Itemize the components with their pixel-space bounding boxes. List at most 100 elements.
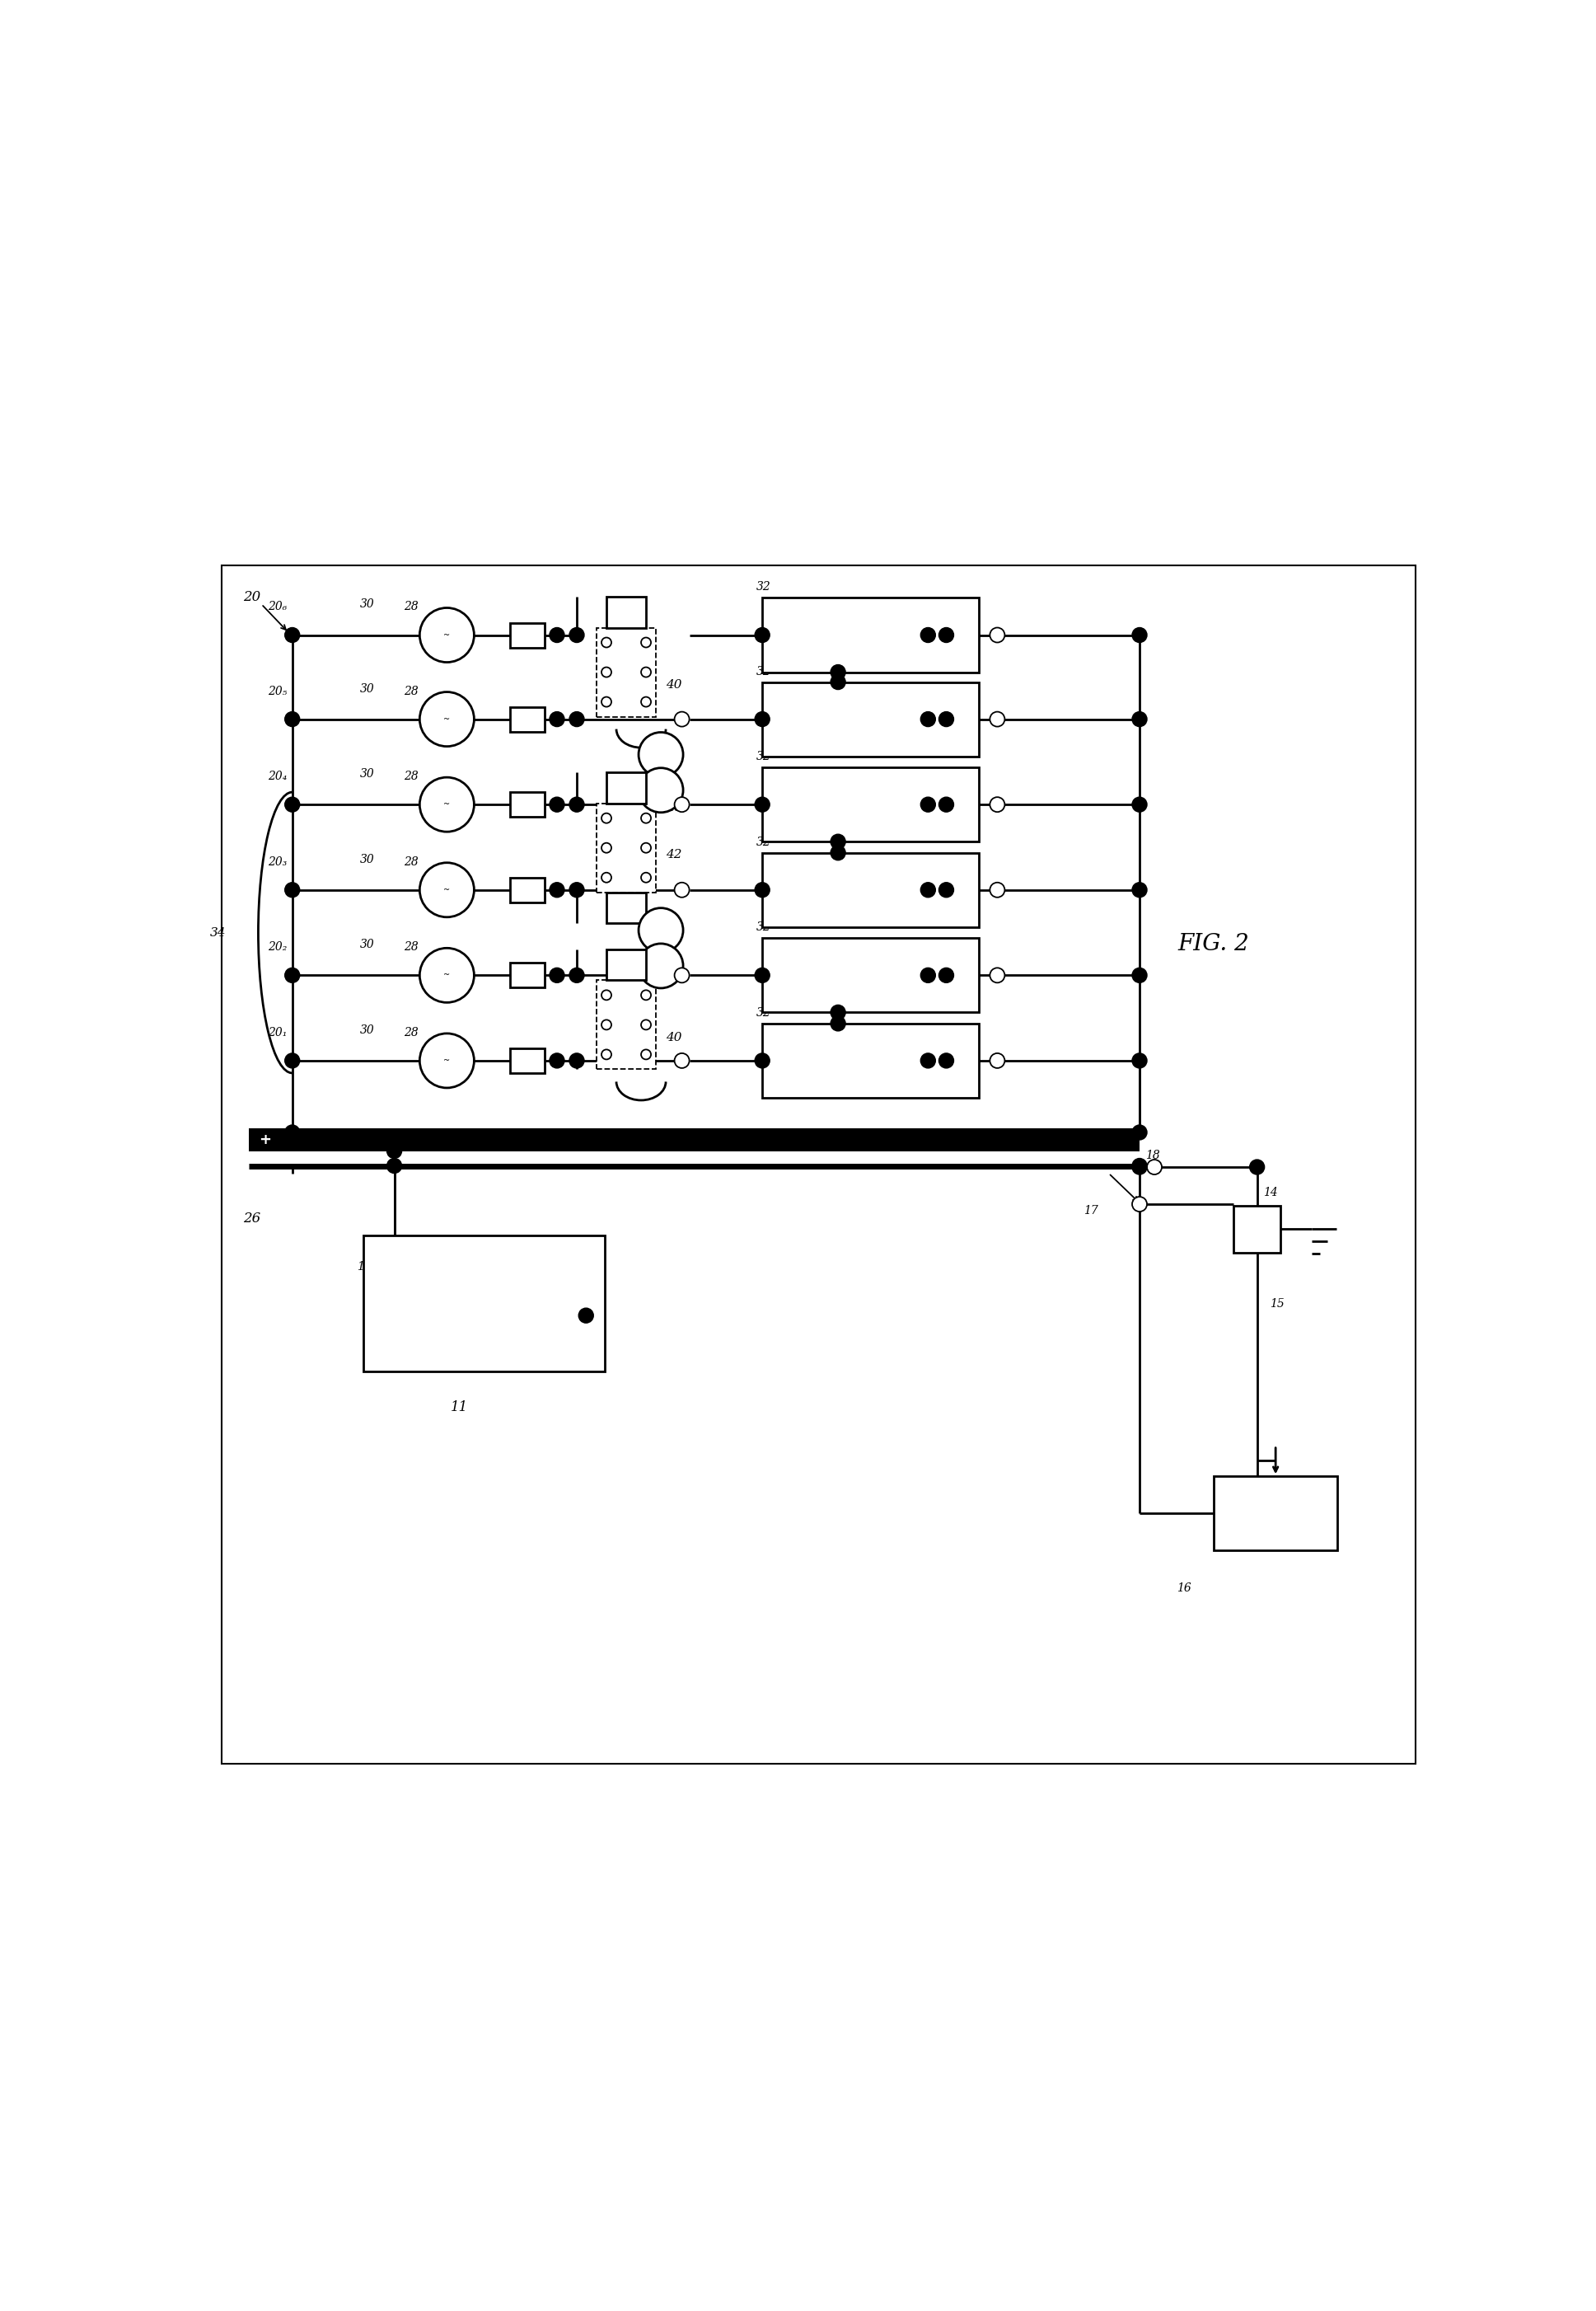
Text: ~: ~: [444, 714, 450, 723]
Circle shape: [420, 948, 474, 1003]
Circle shape: [284, 629, 300, 642]
Text: 32: 32: [757, 922, 771, 934]
Circle shape: [755, 797, 769, 811]
Text: 30: 30: [361, 767, 375, 779]
Text: 30: 30: [361, 938, 375, 950]
Circle shape: [549, 883, 565, 897]
Circle shape: [921, 629, 935, 642]
Circle shape: [420, 608, 474, 663]
Circle shape: [602, 1019, 611, 1031]
Text: 28: 28: [404, 772, 418, 783]
Bar: [597, 980, 656, 1070]
Text: 42: 42: [666, 931, 681, 943]
Circle shape: [1132, 1158, 1148, 1174]
Circle shape: [990, 968, 1005, 982]
Circle shape: [755, 968, 769, 982]
Text: 14: 14: [1264, 1186, 1278, 1197]
Circle shape: [386, 1144, 402, 1158]
Circle shape: [570, 883, 584, 897]
Text: 28: 28: [404, 855, 418, 867]
Bar: [511, 878, 544, 901]
Text: 11: 11: [450, 1400, 468, 1414]
Circle shape: [420, 691, 474, 746]
Text: FIG. 2: FIG. 2: [1178, 934, 1250, 954]
Bar: [511, 622, 544, 647]
Text: 34: 34: [211, 927, 227, 938]
Circle shape: [386, 1158, 402, 1174]
Bar: [763, 853, 978, 927]
Bar: [606, 596, 646, 629]
Circle shape: [638, 733, 683, 776]
Circle shape: [1132, 1125, 1148, 1139]
Bar: [1234, 1206, 1280, 1253]
Circle shape: [1132, 1160, 1148, 1174]
Text: 28: 28: [404, 1026, 418, 1038]
Circle shape: [921, 712, 935, 726]
Circle shape: [284, 968, 300, 982]
Text: Controller: Controller: [1248, 1509, 1302, 1518]
Text: 40: 40: [666, 802, 681, 813]
Circle shape: [570, 629, 584, 642]
Text: 32: 32: [757, 837, 771, 848]
Circle shape: [755, 883, 769, 897]
Text: 30: 30: [361, 682, 375, 693]
Circle shape: [990, 1054, 1005, 1068]
Circle shape: [642, 698, 651, 707]
Circle shape: [570, 1054, 584, 1068]
Circle shape: [602, 698, 611, 707]
Text: 15: 15: [1269, 1299, 1285, 1310]
Circle shape: [602, 668, 611, 677]
Text: 20₁: 20₁: [268, 1026, 287, 1038]
Circle shape: [1132, 883, 1148, 897]
Text: 20₅: 20₅: [268, 686, 287, 698]
Bar: [511, 707, 544, 733]
Circle shape: [990, 712, 1005, 726]
Bar: [606, 892, 646, 924]
Circle shape: [602, 844, 611, 853]
Text: 20₃: 20₃: [268, 855, 287, 867]
Circle shape: [921, 883, 935, 897]
Circle shape: [549, 1054, 565, 1068]
Text: ~: ~: [444, 800, 450, 809]
Text: 26: 26: [243, 1211, 260, 1225]
Bar: [249, 1128, 1140, 1151]
Circle shape: [284, 712, 300, 726]
Bar: [511, 1049, 544, 1072]
Circle shape: [1132, 797, 1148, 811]
Circle shape: [675, 1054, 689, 1068]
Circle shape: [755, 629, 769, 642]
Text: 30: 30: [361, 599, 375, 610]
Text: ~: ~: [444, 885, 450, 894]
Circle shape: [602, 638, 611, 647]
Circle shape: [642, 874, 651, 883]
Circle shape: [1148, 1160, 1162, 1174]
Text: ~: ~: [444, 631, 450, 640]
Circle shape: [1250, 1160, 1264, 1174]
Text: ~: ~: [444, 1056, 450, 1065]
Circle shape: [638, 908, 683, 952]
Text: 30: 30: [361, 1024, 375, 1035]
Circle shape: [284, 1125, 300, 1139]
Text: 28: 28: [404, 941, 418, 952]
Bar: [597, 804, 656, 892]
Circle shape: [921, 968, 935, 982]
Circle shape: [602, 989, 611, 1001]
Circle shape: [938, 712, 954, 726]
Bar: [606, 950, 646, 980]
Circle shape: [642, 1049, 651, 1058]
Circle shape: [642, 1019, 651, 1031]
Text: 32: 32: [757, 666, 771, 677]
Circle shape: [938, 968, 954, 982]
Bar: [511, 964, 544, 987]
Bar: [763, 682, 978, 756]
Circle shape: [602, 813, 611, 823]
Circle shape: [284, 797, 300, 811]
Circle shape: [990, 629, 1005, 642]
Text: 20₂: 20₂: [268, 941, 287, 952]
Text: 20₆: 20₆: [268, 601, 287, 612]
Text: 32: 32: [757, 751, 771, 763]
Text: 30: 30: [361, 853, 375, 864]
Text: 20: 20: [243, 589, 260, 603]
Circle shape: [284, 883, 300, 897]
Bar: [606, 772, 646, 804]
